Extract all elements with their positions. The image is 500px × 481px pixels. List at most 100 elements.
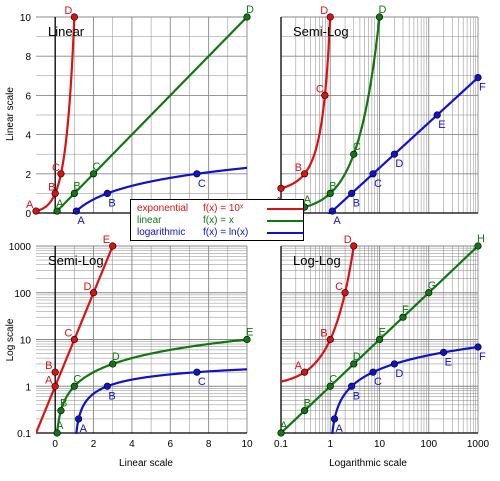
point-label: A (80, 423, 88, 435)
series-line-logarithmic (327, 76, 478, 214)
y-tick-label: 6 (25, 91, 31, 102)
point-logarithmic (330, 415, 339, 423)
point-exponential (70, 335, 78, 344)
point-logarithmic (72, 207, 80, 215)
point-logarithmic (474, 74, 482, 82)
point-linear (243, 13, 251, 21)
point-label: E (103, 234, 110, 246)
curves (36, 16, 247, 214)
series-line-exponential (36, 16, 76, 213)
point-linear (89, 170, 98, 178)
legend-name: linear (137, 215, 162, 226)
legend-formula: f(x) = 10ˣ (203, 203, 244, 214)
point-label: C (316, 83, 324, 95)
x-tick-label: 100 (420, 439, 437, 450)
point-linear (70, 382, 78, 390)
point-label: D (344, 234, 352, 246)
point-exponential (70, 13, 78, 21)
point-exponential (350, 242, 358, 250)
y-tick-label: 2 (25, 170, 31, 181)
series-line-exponential (281, 16, 332, 190)
point-label: B (329, 180, 336, 192)
point-logarithmic (439, 348, 448, 356)
point-label: D (379, 4, 387, 16)
series-line-linear (52, 16, 247, 214)
point-exponential (326, 13, 334, 21)
legend-name: logarithmic (137, 227, 186, 238)
point-label: C (353, 141, 361, 153)
x-tick-label: 1000 (467, 439, 490, 450)
point-linear (53, 207, 61, 215)
point-linear (109, 360, 117, 368)
point-label: C (73, 373, 81, 385)
point-logarithmic (193, 368, 201, 376)
point-exponential (109, 242, 117, 250)
x-tick-label: 4 (129, 439, 135, 450)
chart-panel-3: 0 2 4 6 8 100.11101001000ABCDEABCDEABCSemi-Lo… (9, 234, 254, 450)
point-label: D (84, 281, 92, 293)
y-axis-title-bottom: Log scale (5, 318, 16, 361)
legend-formula: f(x) = ln(x) (203, 227, 249, 238)
point-label: D (395, 158, 403, 170)
point-linear (57, 407, 65, 415)
point-exponential (300, 170, 309, 178)
point-linear (375, 335, 384, 344)
point-linear (277, 429, 285, 437)
x-tick-label: 2 (91, 439, 97, 450)
point-exponential (32, 207, 40, 215)
point-logarithmic (433, 111, 441, 119)
point-linear (70, 189, 78, 197)
point-exponential (51, 189, 59, 197)
point-logarithmic (348, 382, 356, 390)
x-axis-title-right: Logarithmic scale (329, 458, 407, 469)
point-linear (425, 289, 433, 297)
point-exponential (89, 289, 98, 297)
point-linear (326, 189, 334, 197)
grid (36, 245, 248, 434)
series-line-linear (55, 338, 247, 434)
point-label: F (402, 304, 409, 316)
point-logarithmic (369, 170, 377, 178)
panel-title: Semi-Log (293, 24, 349, 39)
point-label: C (198, 376, 206, 388)
point-linear (243, 335, 251, 344)
point-label: C (374, 376, 382, 388)
point-exponential (300, 368, 309, 376)
point-label: A (77, 215, 85, 227)
point-logarithmic (369, 368, 377, 376)
point-label: B (304, 398, 311, 410)
series-line-logarithmic (75, 368, 247, 434)
point-exponential (57, 170, 65, 178)
point-logarithmic (328, 207, 336, 215)
point-label: B (353, 197, 360, 209)
legend-swatch (267, 208, 303, 210)
legend-name: exponential (137, 203, 189, 214)
point-linear (53, 429, 61, 437)
panel-title: Log-Log (293, 253, 341, 268)
point-label: B (45, 360, 52, 372)
x-tick-label: 10 (374, 439, 386, 450)
point-linear (375, 13, 384, 21)
point-label: A (333, 215, 341, 227)
point-linear (399, 313, 407, 321)
x-axis-title-left: Linear scale (119, 458, 173, 469)
legend-swatch (267, 220, 303, 222)
point-logarithmic (348, 189, 356, 197)
series-line-exponential (281, 245, 356, 383)
x-tick-label: 8 (206, 439, 212, 450)
point-label: A (304, 194, 312, 206)
point-label: E (438, 119, 445, 131)
point-logarithmic (103, 189, 111, 197)
point-exponential (321, 91, 329, 99)
y-tick-label: 8 (25, 52, 31, 63)
y-tick-label: 1 (25, 382, 31, 393)
y-tick-label: 0.1 (17, 429, 31, 440)
point-label: D (320, 5, 328, 17)
y-tick-label: 4 (25, 131, 31, 142)
point-label: C (93, 161, 101, 173)
chart-panel-2: ABCDABCDABCDEFSemi-Log (275, 4, 486, 227)
x-tick-label: 10 (241, 439, 253, 450)
point-logarithmic (390, 150, 399, 158)
point-label: A (336, 423, 344, 435)
